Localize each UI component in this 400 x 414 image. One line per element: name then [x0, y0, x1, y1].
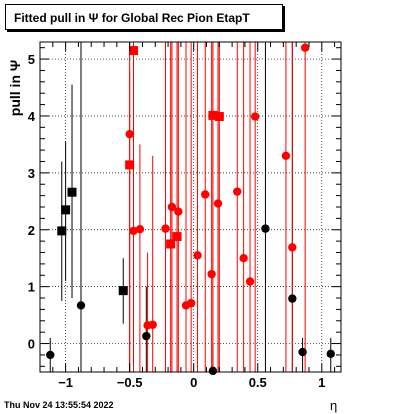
data-point — [118, 286, 128, 296]
data-point — [57, 226, 67, 236]
data-point — [135, 224, 145, 234]
y-axis-label: pull in Ψ — [7, 59, 23, 117]
data-point — [174, 207, 183, 216]
y-tick-label: 4 — [28, 109, 36, 124]
data-point — [214, 112, 224, 122]
data-point — [76, 301, 86, 310]
x-tick-label: 0 — [190, 375, 197, 390]
data-point — [213, 199, 223, 208]
data-point — [288, 294, 297, 303]
data-point — [129, 226, 138, 236]
data-point — [161, 224, 170, 233]
data-point — [142, 331, 151, 341]
x-tick-label: 1 — [318, 375, 325, 390]
data-point — [288, 243, 297, 252]
data-point — [300, 43, 310, 52]
data-point — [233, 187, 242, 196]
x-tick-label: −0.5 — [117, 375, 143, 390]
data-point — [250, 112, 260, 121]
timestamp: Thu Nov 24 13:55:54 2022 — [4, 400, 114, 410]
data-point — [166, 239, 176, 249]
data-point — [208, 366, 218, 376]
data-point — [239, 254, 248, 263]
data-point — [67, 187, 77, 197]
x-tick-label: 0.5 — [249, 375, 267, 390]
data-point — [281, 151, 291, 160]
data-point — [261, 224, 270, 233]
y-tick-label: 3 — [28, 166, 35, 181]
x-tick-label: −1 — [58, 375, 73, 390]
x-axis-label: η — [330, 398, 338, 413]
data-point — [125, 160, 135, 170]
data-point — [46, 350, 55, 360]
data-point — [167, 202, 177, 212]
data-point — [207, 269, 216, 279]
data-point — [201, 190, 210, 199]
data-point — [172, 232, 182, 242]
axes: −1 −0.5 0 0.5 1 0 1 2 3 4 5 — [28, 42, 341, 390]
y-tick-label: 0 — [28, 337, 35, 352]
data-point — [125, 129, 134, 139]
data-point — [61, 205, 71, 215]
y-tick-label: 5 — [28, 52, 35, 67]
data-point — [148, 320, 157, 329]
data-point — [208, 110, 218, 120]
data-point — [129, 46, 139, 56]
y-tick-label: 2 — [28, 223, 35, 238]
chart-title: Fitted pull in Ψ for Global Rec Pion Eta… — [5, 4, 283, 30]
data-series — [46, 42, 335, 376]
data-point — [298, 347, 307, 357]
data-point — [193, 251, 202, 260]
data-point — [326, 349, 335, 358]
y-tick-label: 1 — [28, 280, 35, 295]
data-point — [186, 298, 196, 308]
data-point — [245, 277, 255, 286]
